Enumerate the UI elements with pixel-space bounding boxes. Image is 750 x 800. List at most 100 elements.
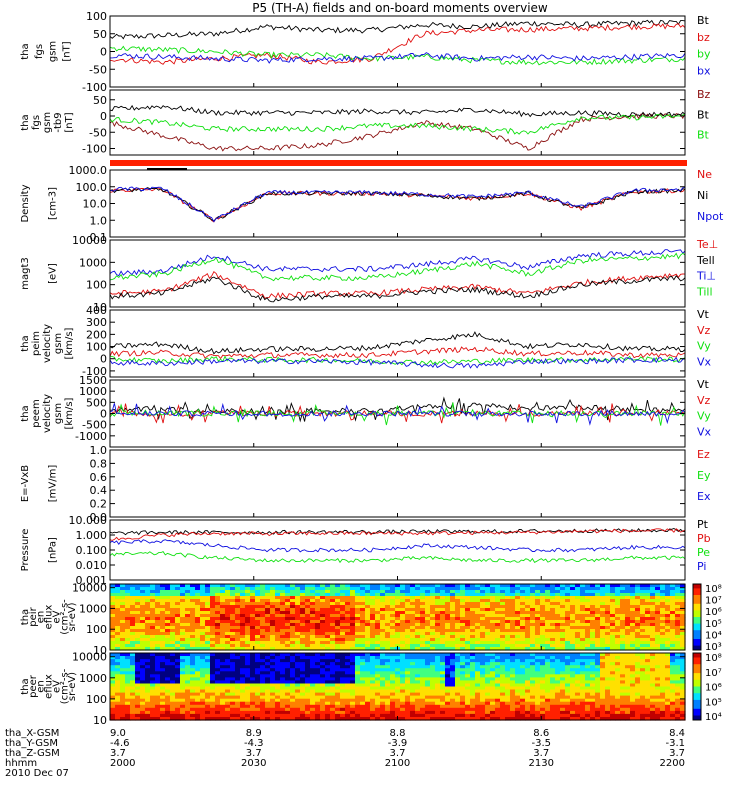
spectrogram-cell (365, 689, 371, 694)
spectrogram-cell (130, 584, 136, 588)
spectrogram-cell (190, 647, 196, 651)
spectrogram-cell (210, 674, 216, 678)
spectrogram-cell (550, 602, 556, 606)
colorbar-cell (693, 610, 701, 614)
spectrogram-cell (430, 587, 436, 591)
spectrogram-cell (310, 635, 316, 639)
spectrogram-cell (260, 626, 266, 630)
spectrogram-cell (575, 674, 581, 678)
spectrogram-cell (295, 644, 301, 648)
spectrogram-cell (110, 635, 116, 639)
spectrogram-cell (600, 620, 606, 624)
spectrogram-cell (310, 671, 316, 675)
spectrogram-cell (600, 680, 606, 684)
spectrogram-cell (635, 617, 641, 621)
spectrogram-cell (400, 590, 406, 594)
spectrogram-cell (170, 605, 176, 609)
spectrogram-cell (535, 635, 541, 639)
spectrogram-cell (430, 626, 436, 630)
spectrogram-cell (420, 707, 426, 712)
spectrogram-cell (130, 599, 136, 603)
spectrogram-cell (250, 626, 256, 630)
spectrogram-cell (320, 695, 326, 700)
spectrogram-cell (285, 704, 291, 709)
spectrogram-cell (420, 656, 426, 660)
spectrogram-cell (125, 686, 131, 691)
spectrogram-cell (655, 614, 661, 618)
spectrogram-cell (485, 599, 491, 603)
spectrogram-cell (320, 602, 326, 606)
spectrogram-cell (485, 692, 491, 697)
spectrogram-cell (380, 656, 386, 660)
spectrogram-cell (250, 653, 256, 657)
spectrogram-cell (295, 656, 301, 660)
spectrogram-cell (660, 638, 666, 642)
spectrogram-cell (530, 638, 536, 642)
spectrogram-cell (595, 608, 601, 612)
spectrogram-cell (430, 665, 436, 669)
spectrogram-cell (560, 692, 566, 697)
spectrogram-cell (265, 704, 271, 709)
spectrogram-cell (625, 635, 631, 639)
spectrogram-cell (400, 683, 406, 688)
spectrogram-cell (165, 707, 171, 712)
spectrogram-cell (390, 707, 396, 712)
spectrogram-cell (140, 662, 146, 666)
spectrogram-cell (225, 629, 231, 633)
spectrogram-cell (435, 668, 441, 672)
spectrogram-cell (585, 644, 591, 648)
spectrogram-cell (555, 717, 561, 721)
spectrogram-cell (390, 617, 396, 621)
spectrogram-cell (470, 635, 476, 639)
spectrogram-cell (150, 668, 156, 672)
spectrogram-cell (175, 602, 181, 606)
spectrogram-cell (455, 602, 461, 606)
spectrogram-cell (420, 671, 426, 675)
spectrogram-cell (610, 596, 616, 600)
spectrogram-cell (395, 626, 401, 630)
spectrogram-cell (205, 698, 211, 703)
spectrogram-cell (500, 656, 506, 660)
spectrogram-cell (305, 710, 311, 715)
spectrogram-cell (525, 695, 531, 700)
spectrogram-cell (195, 602, 201, 606)
spectrogram-cell (490, 599, 496, 603)
spectrogram-cell (170, 707, 176, 712)
spectrogram-cell (490, 653, 496, 657)
spectrogram-cell (275, 692, 281, 697)
spectrogram-cell (225, 704, 231, 709)
spectrogram-cell (140, 686, 146, 691)
y-tick-label: 1500 (79, 374, 107, 387)
spectrogram-cell (150, 710, 156, 715)
spectrogram-cell (585, 593, 591, 597)
spectrogram-cell (655, 596, 661, 600)
spectrogram-cell (135, 629, 141, 633)
spectrogram-cell (440, 647, 446, 651)
spectrogram-cell (225, 692, 231, 697)
spectrogram-cell (570, 668, 576, 672)
spectrogram-cell (590, 617, 596, 621)
spectrogram-cell (465, 668, 471, 672)
spectrogram-cell (430, 617, 436, 621)
spectrogram-cell (125, 623, 131, 627)
spectrogram-cell (470, 632, 476, 636)
spectrogram-cell (345, 695, 351, 700)
spectrogram-cell (310, 683, 316, 688)
spectrogram-cell (165, 638, 171, 642)
spectrogram-cell (470, 665, 476, 669)
spectrogram-cell (200, 638, 206, 642)
spectrogram-cell (495, 623, 501, 627)
spectrogram-cell (360, 686, 366, 691)
spectrogram-cell (165, 695, 171, 700)
colorbar-cell (693, 632, 701, 636)
spectrogram-cell (450, 695, 456, 700)
spectrogram-cell (295, 590, 301, 594)
spectrogram-cell (575, 680, 581, 684)
y-axis-label: gsm (53, 333, 64, 354)
spectrogram-cell (410, 653, 416, 657)
spectrogram-cell (585, 717, 591, 721)
spectrogram-cell (570, 632, 576, 636)
spectrogram-cell (455, 629, 461, 633)
spectrogram-cell (250, 602, 256, 606)
spectrogram-cell (175, 710, 181, 715)
